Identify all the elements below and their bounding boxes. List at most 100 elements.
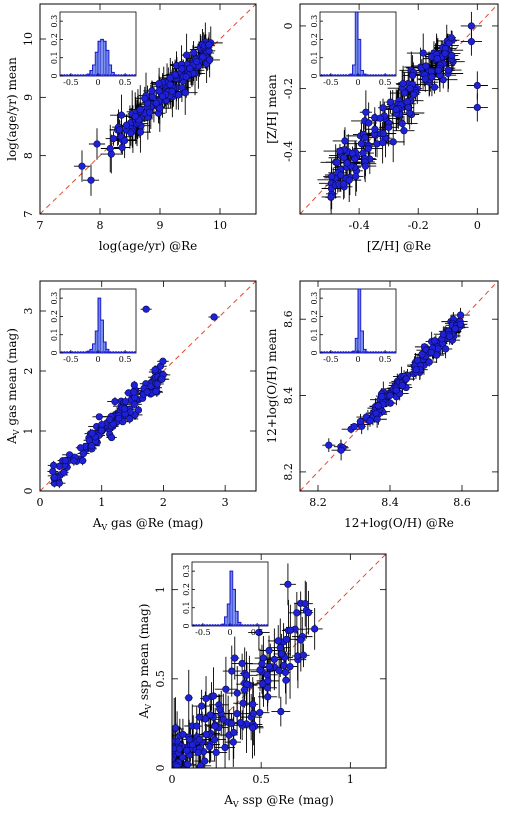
data-point <box>155 80 163 88</box>
x-tick-label: 0 <box>474 219 481 232</box>
data-point <box>428 73 436 81</box>
data-point <box>95 413 103 421</box>
histogram-bin-dot <box>342 351 345 354</box>
x-axis-label: AV gas @Re (mag) <box>92 516 204 532</box>
data-point <box>356 417 365 426</box>
data-point <box>211 735 219 744</box>
data-point <box>263 684 272 692</box>
x-tick-label: 0 <box>37 496 44 509</box>
data-point <box>422 62 430 70</box>
inset-x-tick-label: 0.5 <box>379 355 392 364</box>
data-point <box>293 609 301 617</box>
data-point <box>398 381 406 390</box>
inset-x-tick-label: 0.5 <box>251 628 264 637</box>
data-point <box>61 457 69 465</box>
histogram-bin-dot <box>235 624 239 627</box>
x-tick-label: 7 <box>37 219 44 232</box>
plot-frame <box>39 3 257 215</box>
histogram-bin-dot <box>65 74 69 77</box>
histogram-bin-dot <box>372 351 375 354</box>
histogram-bin-dot <box>87 74 90 77</box>
data-point <box>467 38 476 46</box>
histogram-bin-dot <box>257 624 260 627</box>
histogram-bin-dot <box>393 74 397 77</box>
data-point <box>444 66 453 74</box>
data-point <box>153 380 161 388</box>
data-point <box>211 722 219 730</box>
data-point <box>141 94 149 102</box>
data-point <box>337 446 345 454</box>
histogram-bin-dot <box>216 624 220 627</box>
y-tick-label: -0.2 <box>282 78 295 99</box>
data-point <box>183 747 191 755</box>
y-tick-label: 0 <box>282 22 295 29</box>
data-point <box>186 64 194 72</box>
data-point <box>379 139 387 147</box>
histogram-bin-dot <box>391 74 394 77</box>
histogram-bin-dot <box>358 351 361 354</box>
inset-histogram: -0.5 0 0.5 0 0.1 0.2 0.3 <box>182 561 269 637</box>
histogram-bin-dot <box>133 351 137 354</box>
data-point <box>198 702 206 710</box>
data-point <box>446 332 454 340</box>
histogram-bin-dot <box>374 351 378 354</box>
inset-y-tick-label: 0.1 <box>182 601 191 614</box>
data-point <box>97 426 106 435</box>
data-point <box>76 444 85 452</box>
data-point <box>230 728 238 737</box>
inset-y-tick-label: 0.3 <box>50 15 59 28</box>
data-point <box>121 136 129 145</box>
y-tick-label: 8.4 <box>282 387 295 405</box>
data-point <box>169 793 176 800</box>
data-point <box>328 172 336 181</box>
histogram-bin-dot <box>238 624 241 627</box>
histogram-bin-dot <box>325 74 329 77</box>
histogram-bin-dot <box>331 74 334 77</box>
data-point <box>473 103 481 112</box>
panel-3: 0 1 2 3 0 1 2 3 AV gas @Re (mag) AV gas mean (mag… <box>5 280 257 532</box>
data-point <box>371 125 379 133</box>
data-point <box>88 442 96 450</box>
x-axis-label: [Z/H] @Re <box>367 239 431 253</box>
histogram-bin-dot <box>334 351 337 354</box>
histogram-bin-dot <box>90 351 93 354</box>
data-point <box>185 735 194 744</box>
data-point <box>115 126 124 134</box>
x-tick-label: 10 <box>213 219 227 232</box>
data-point <box>357 140 366 148</box>
inset-y-tick-label: 0.2 <box>50 310 59 323</box>
histogram-bin-dot <box>98 351 101 354</box>
histogram-bin-dot <box>241 624 244 627</box>
histogram-bin-dot <box>361 351 364 354</box>
histogram-bin-dot <box>328 74 331 77</box>
data-point <box>299 651 308 659</box>
inset-y-tick-label: 0 <box>182 623 191 628</box>
data-point <box>278 650 286 658</box>
data-point <box>447 34 455 42</box>
histogram-bin-dot <box>133 74 137 77</box>
data-point <box>343 159 351 167</box>
data-point <box>122 397 130 406</box>
data-point <box>400 89 409 97</box>
data-point <box>169 786 176 793</box>
data-point <box>340 180 348 188</box>
y-axis-label: [Z/H] mean <box>265 74 279 144</box>
data-point <box>282 676 290 684</box>
histogram-bin-dot <box>63 351 66 354</box>
x-tick-label: 1 <box>98 496 105 509</box>
data-point <box>418 350 426 358</box>
histogram-bin-dot <box>95 74 99 77</box>
histogram-bin-dot <box>63 74 66 77</box>
data-point <box>434 66 443 74</box>
data-point <box>327 193 335 201</box>
data-point <box>229 738 237 746</box>
data-point <box>155 87 163 95</box>
data-point <box>456 311 465 319</box>
histogram-bin-dot <box>128 74 131 77</box>
data-point <box>304 609 313 617</box>
histogram-bin-dot <box>393 351 397 354</box>
data-point <box>297 636 305 644</box>
panel-1: 7 8 9 10 7 8 9 10 log(age/yr) @Re log(age/yr) mea… <box>5 3 257 253</box>
data-point <box>404 103 412 112</box>
data-point <box>231 654 239 662</box>
